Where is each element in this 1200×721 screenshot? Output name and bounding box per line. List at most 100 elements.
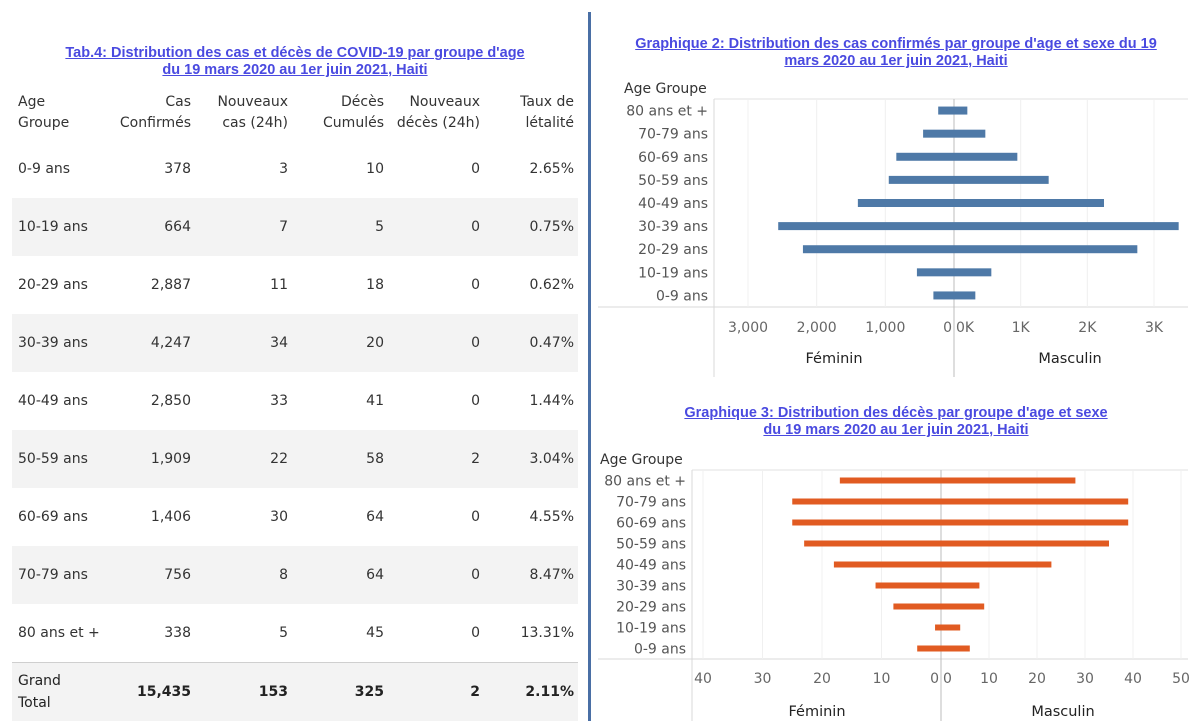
series-label-feminin: Féminin bbox=[805, 351, 862, 367]
bar-feminin bbox=[804, 540, 941, 547]
cell-nouveaux-cas: 7 bbox=[195, 198, 292, 256]
cell-cas: 756 bbox=[107, 546, 195, 604]
category-label: 70-79 ans bbox=[616, 495, 686, 511]
tick-label-feminin: 40 bbox=[694, 671, 712, 687]
cell-cas: 338 bbox=[164, 625, 191, 641]
table-row: 0-9 ans 378 3 10 0 2.65% bbox=[12, 140, 578, 198]
cell-age: 30-39 ans bbox=[12, 314, 107, 372]
category-label: 0-9 ans bbox=[634, 642, 686, 658]
category-label: 20-29 ans bbox=[638, 242, 708, 258]
category-label: 10-19 ans bbox=[638, 265, 708, 281]
cell-taux: 13.31% bbox=[520, 625, 574, 641]
table-title-line2: du 19 mars 2020 au 1er juin 2021, Haiti bbox=[162, 62, 428, 78]
cell-nouveaux-cas: 11 bbox=[270, 277, 288, 293]
cell-total-nouveaux-cas: 153 bbox=[195, 662, 292, 721]
bar-feminin bbox=[888, 175, 954, 184]
category-label: 20-29 ans bbox=[616, 600, 686, 616]
table-row: 30-39 ans 4,247 34 20 0 0.47% bbox=[12, 314, 578, 372]
series-label-masculin: Masculin bbox=[1038, 351, 1101, 367]
tick-label-masculin: 20 bbox=[1028, 671, 1046, 687]
header-cas: Cas Confirmés bbox=[119, 94, 191, 131]
tick-label-feminin: 30 bbox=[754, 671, 772, 687]
table-title-line1: Tab.4: Distribution des cas et décès de … bbox=[65, 45, 525, 61]
cell-nouveaux-cas: 33 bbox=[270, 393, 288, 409]
bar-masculin bbox=[941, 603, 985, 610]
header-nouveaux-cas: Nouveaux cas (24h) bbox=[217, 94, 288, 131]
cell-nouveaux-deces: 0 bbox=[388, 198, 484, 256]
tick-label-masculin: 50 bbox=[1172, 671, 1190, 687]
cell-deces: 5 bbox=[292, 198, 388, 256]
cell-cas: 664 bbox=[107, 198, 195, 256]
cell-age: 40-49 ans bbox=[18, 393, 88, 409]
tick-label-masculin: 10 bbox=[980, 671, 998, 687]
bar-masculin bbox=[954, 268, 992, 277]
table-header-row: Age Groupe Cas Confirmés Nouveaux cas (24h)… bbox=[12, 88, 578, 140]
tick-label-feminin: 0 bbox=[930, 671, 939, 687]
cell-deces: 45 bbox=[366, 625, 384, 641]
bar-masculin bbox=[941, 561, 1052, 568]
bar-masculin bbox=[954, 245, 1138, 254]
bar-masculin bbox=[941, 582, 980, 589]
chart2-cases-pyramid: Age Groupe 80 ans et + 70-79 ans 60-69 ans 5… bbox=[598, 81, 1188, 377]
bar-feminin bbox=[923, 129, 954, 138]
cell-nouveaux-cas: 22 bbox=[195, 430, 292, 488]
cell-age: 50-59 ans bbox=[12, 430, 107, 488]
category-label: 60-69 ans bbox=[616, 516, 686, 532]
bar-masculin bbox=[941, 477, 1076, 484]
category-label: 50-59 ans bbox=[616, 537, 686, 553]
bar-masculin bbox=[941, 645, 970, 652]
cases-deaths-table: Age Groupe Cas Confirmés Nouveaux cas (24h)… bbox=[12, 88, 578, 721]
table-row: 20-29 ans 2,887 11 18 0 0.62% bbox=[12, 256, 578, 314]
chart2-title-line2: mars 2020 au 1er juin 2021, Haiti bbox=[784, 53, 1008, 69]
category-label: 60-69 ans bbox=[638, 150, 708, 166]
bar-masculin bbox=[954, 129, 986, 138]
cell-age: 70-79 ans bbox=[12, 546, 107, 604]
cell-age: 10-19 ans bbox=[12, 198, 107, 256]
category-label: 30-39 ans bbox=[616, 579, 686, 595]
tick-label-masculin: 2K bbox=[1078, 320, 1097, 336]
chart2-title-line1: Graphique 2: Distribution des cas confir… bbox=[635, 36, 1157, 52]
bar-feminin bbox=[833, 561, 941, 568]
tick-label-feminin: 0 bbox=[943, 320, 952, 336]
tick-label-masculin: 0K bbox=[956, 320, 975, 336]
tick-label-masculin: 0 bbox=[943, 671, 952, 687]
cell-total-cas: 15,435 bbox=[107, 662, 195, 721]
bar-masculin bbox=[954, 152, 1018, 161]
table-row: 40-49 ans 2,850 33 41 0 1.44% bbox=[12, 372, 578, 430]
chart3-title-line2: du 19 mars 2020 au 1er juin 2021, Haiti bbox=[763, 422, 1029, 438]
cell-total-deces: 325 bbox=[292, 662, 388, 721]
header-nouveaux-deces: Nouveaux décès (24h) bbox=[396, 94, 480, 131]
cell-taux: 4.55% bbox=[529, 509, 574, 525]
table-row: 10-19 ans 664 7 5 0 0.75% bbox=[12, 198, 578, 256]
cell-taux: 3.04% bbox=[484, 430, 578, 488]
chart2-title: Graphique 2: Distribution des cas confir… bbox=[600, 36, 1192, 70]
cell-deces: 10 bbox=[366, 161, 384, 177]
chart3-title-line1: Graphique 3: Distribution des décès par … bbox=[684, 405, 1108, 421]
cell-total-nouveaux-deces: 2 bbox=[388, 662, 484, 721]
category-label: 10-19 ans bbox=[616, 621, 686, 637]
series-label-masculin: Masculin bbox=[1031, 704, 1094, 720]
cell-taux: 0.47% bbox=[484, 314, 578, 372]
bar-feminin bbox=[875, 582, 941, 589]
category-label: 0-9 ans bbox=[656, 288, 708, 304]
cell-taux: 0.75% bbox=[484, 198, 578, 256]
cell-nouveaux-cas: 30 bbox=[270, 509, 288, 525]
cell-nouveaux-deces: 2 bbox=[388, 430, 484, 488]
panel-divider bbox=[588, 12, 591, 721]
tick-label-feminin: 20 bbox=[813, 671, 831, 687]
bar-feminin bbox=[896, 152, 954, 161]
cell-total-label: Grand Total bbox=[12, 662, 107, 721]
cell-cas: 378 bbox=[164, 161, 191, 177]
bar-feminin bbox=[917, 645, 941, 652]
cell-deces: 20 bbox=[292, 314, 388, 372]
cell-taux: 2.65% bbox=[529, 161, 574, 177]
table-total-row: Grand Total 15,435 153 325 2 2.11% bbox=[12, 662, 578, 721]
cell-total-taux: 2.11% bbox=[484, 662, 578, 721]
cell-nouveaux-deces: 0 bbox=[471, 277, 480, 293]
cell-age: 80 ans et + bbox=[18, 625, 100, 641]
chart3-title: Graphique 3: Distribution des décès par … bbox=[600, 405, 1192, 439]
bar-masculin bbox=[954, 199, 1104, 207]
cell-age: 20-29 ans bbox=[18, 277, 88, 293]
cell-cas: 2,850 bbox=[150, 393, 191, 409]
cell-nouveaux-cas: 5 bbox=[279, 625, 288, 641]
